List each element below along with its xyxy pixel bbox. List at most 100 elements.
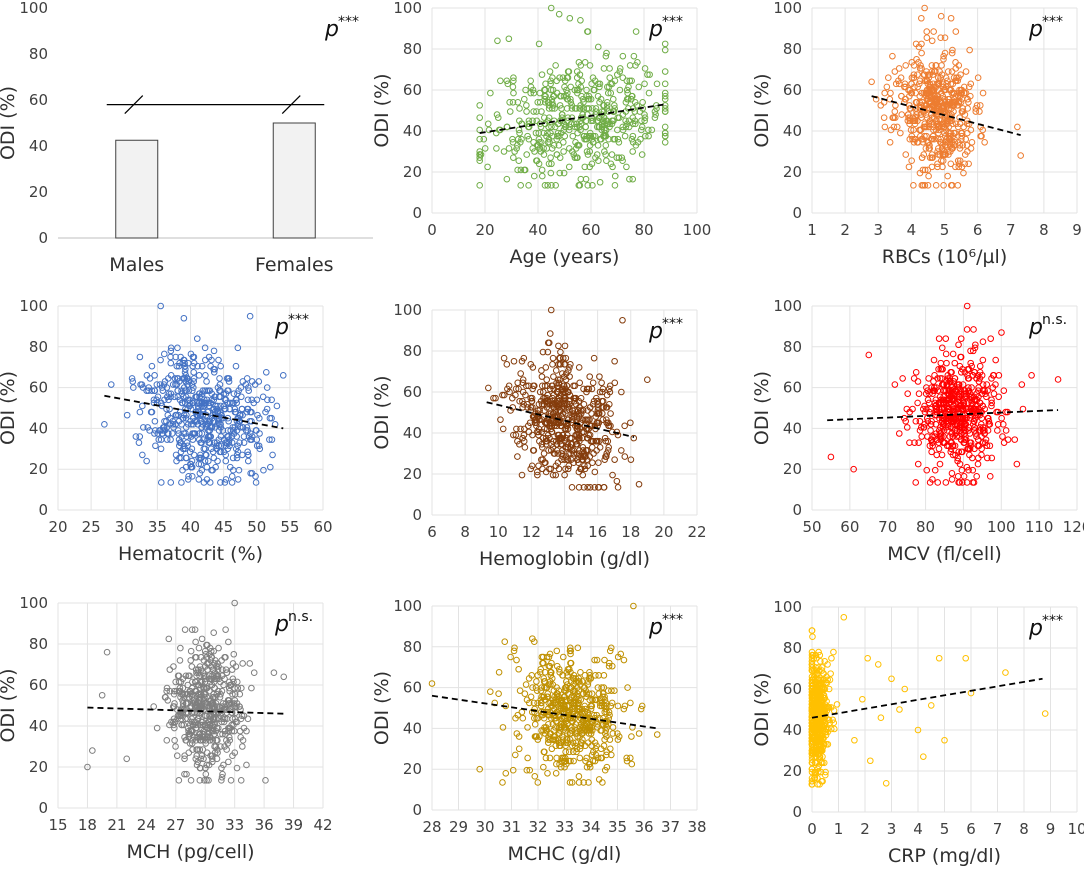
data-point [520,425,528,433]
data-point [527,465,535,473]
data-point [955,479,962,486]
data-point [983,454,991,462]
data-point [811,688,819,696]
data-point [148,408,156,416]
data-point [236,690,244,698]
data-point [965,387,973,394]
data-point [220,718,228,726]
data-point [593,656,601,664]
data-point [567,444,574,451]
data-point [924,166,932,174]
data-point [181,359,188,367]
data-point [611,456,618,463]
data-point [877,102,885,109]
data-point [942,350,950,358]
data-point [602,453,609,460]
data-point [611,687,618,694]
data-point [181,445,189,453]
y-axis-title: ODI (%) [371,671,393,745]
trend-line [811,677,1043,719]
data-point [981,138,988,146]
data-point [937,365,945,373]
data-point [218,718,225,726]
data-point [661,68,669,75]
data-point [174,672,182,680]
data-point [828,654,835,662]
data-point [591,468,599,476]
data-point [916,77,924,85]
data-point [574,89,581,97]
data-point [990,390,998,398]
data-point [951,95,958,103]
data-point [225,417,232,425]
data-point [614,135,622,143]
data-point [949,424,957,431]
data-point [541,86,548,94]
data-point [233,764,241,772]
data-point [552,769,560,777]
data-point [628,77,635,85]
data-point [605,708,613,716]
data-point [534,407,542,414]
data-point [190,369,198,376]
data-point [212,709,219,716]
data-point [921,421,929,428]
data-point [523,151,531,158]
data-point [552,182,559,189]
x-tick-label: 38 [687,818,706,836]
x-tick-label: 36 [255,816,274,834]
data-point [182,700,190,707]
data-point [567,456,575,463]
data-point [575,773,583,780]
data-point [515,157,523,165]
data-point [979,338,987,346]
data-point [594,92,602,100]
data-point [954,157,962,165]
data-point [172,421,179,428]
data-point [559,354,567,362]
data-point [542,727,550,734]
data-point [902,151,910,158]
data-point [573,745,581,753]
data-point [916,92,924,100]
data-point [189,399,196,407]
data-point [188,445,196,453]
data-point [537,665,545,673]
data-point [560,148,567,155]
data-point [543,394,551,402]
data-point [926,117,934,125]
data-point [199,746,207,753]
data-point [185,473,192,480]
data-point [539,659,546,667]
y-tick-label: 100 [773,598,802,616]
data-point [547,714,555,722]
data-point [196,663,204,670]
data-point [877,714,885,722]
data-point [952,163,959,171]
data-point [808,682,816,690]
data-point [223,737,230,744]
data-point [818,777,825,785]
data-point [886,95,894,103]
data-point [948,68,956,75]
data-point [562,385,570,393]
data-point [176,687,184,695]
y-tick-label: 60 [403,383,422,401]
data-point [556,376,564,384]
data-point [536,89,544,97]
data-point [556,102,564,109]
data-point [904,390,911,398]
data-point [181,752,188,760]
y-axis-title: ODI (%) [751,371,773,445]
data-point [228,666,236,673]
data-point [536,145,544,152]
data-point [566,644,574,652]
data-point [202,372,209,379]
data-point [592,105,600,112]
data-point [920,753,927,760]
data-point [184,476,192,483]
data-point [243,761,250,769]
data-point [825,704,833,711]
data-point [577,62,585,69]
data-point [953,393,961,401]
